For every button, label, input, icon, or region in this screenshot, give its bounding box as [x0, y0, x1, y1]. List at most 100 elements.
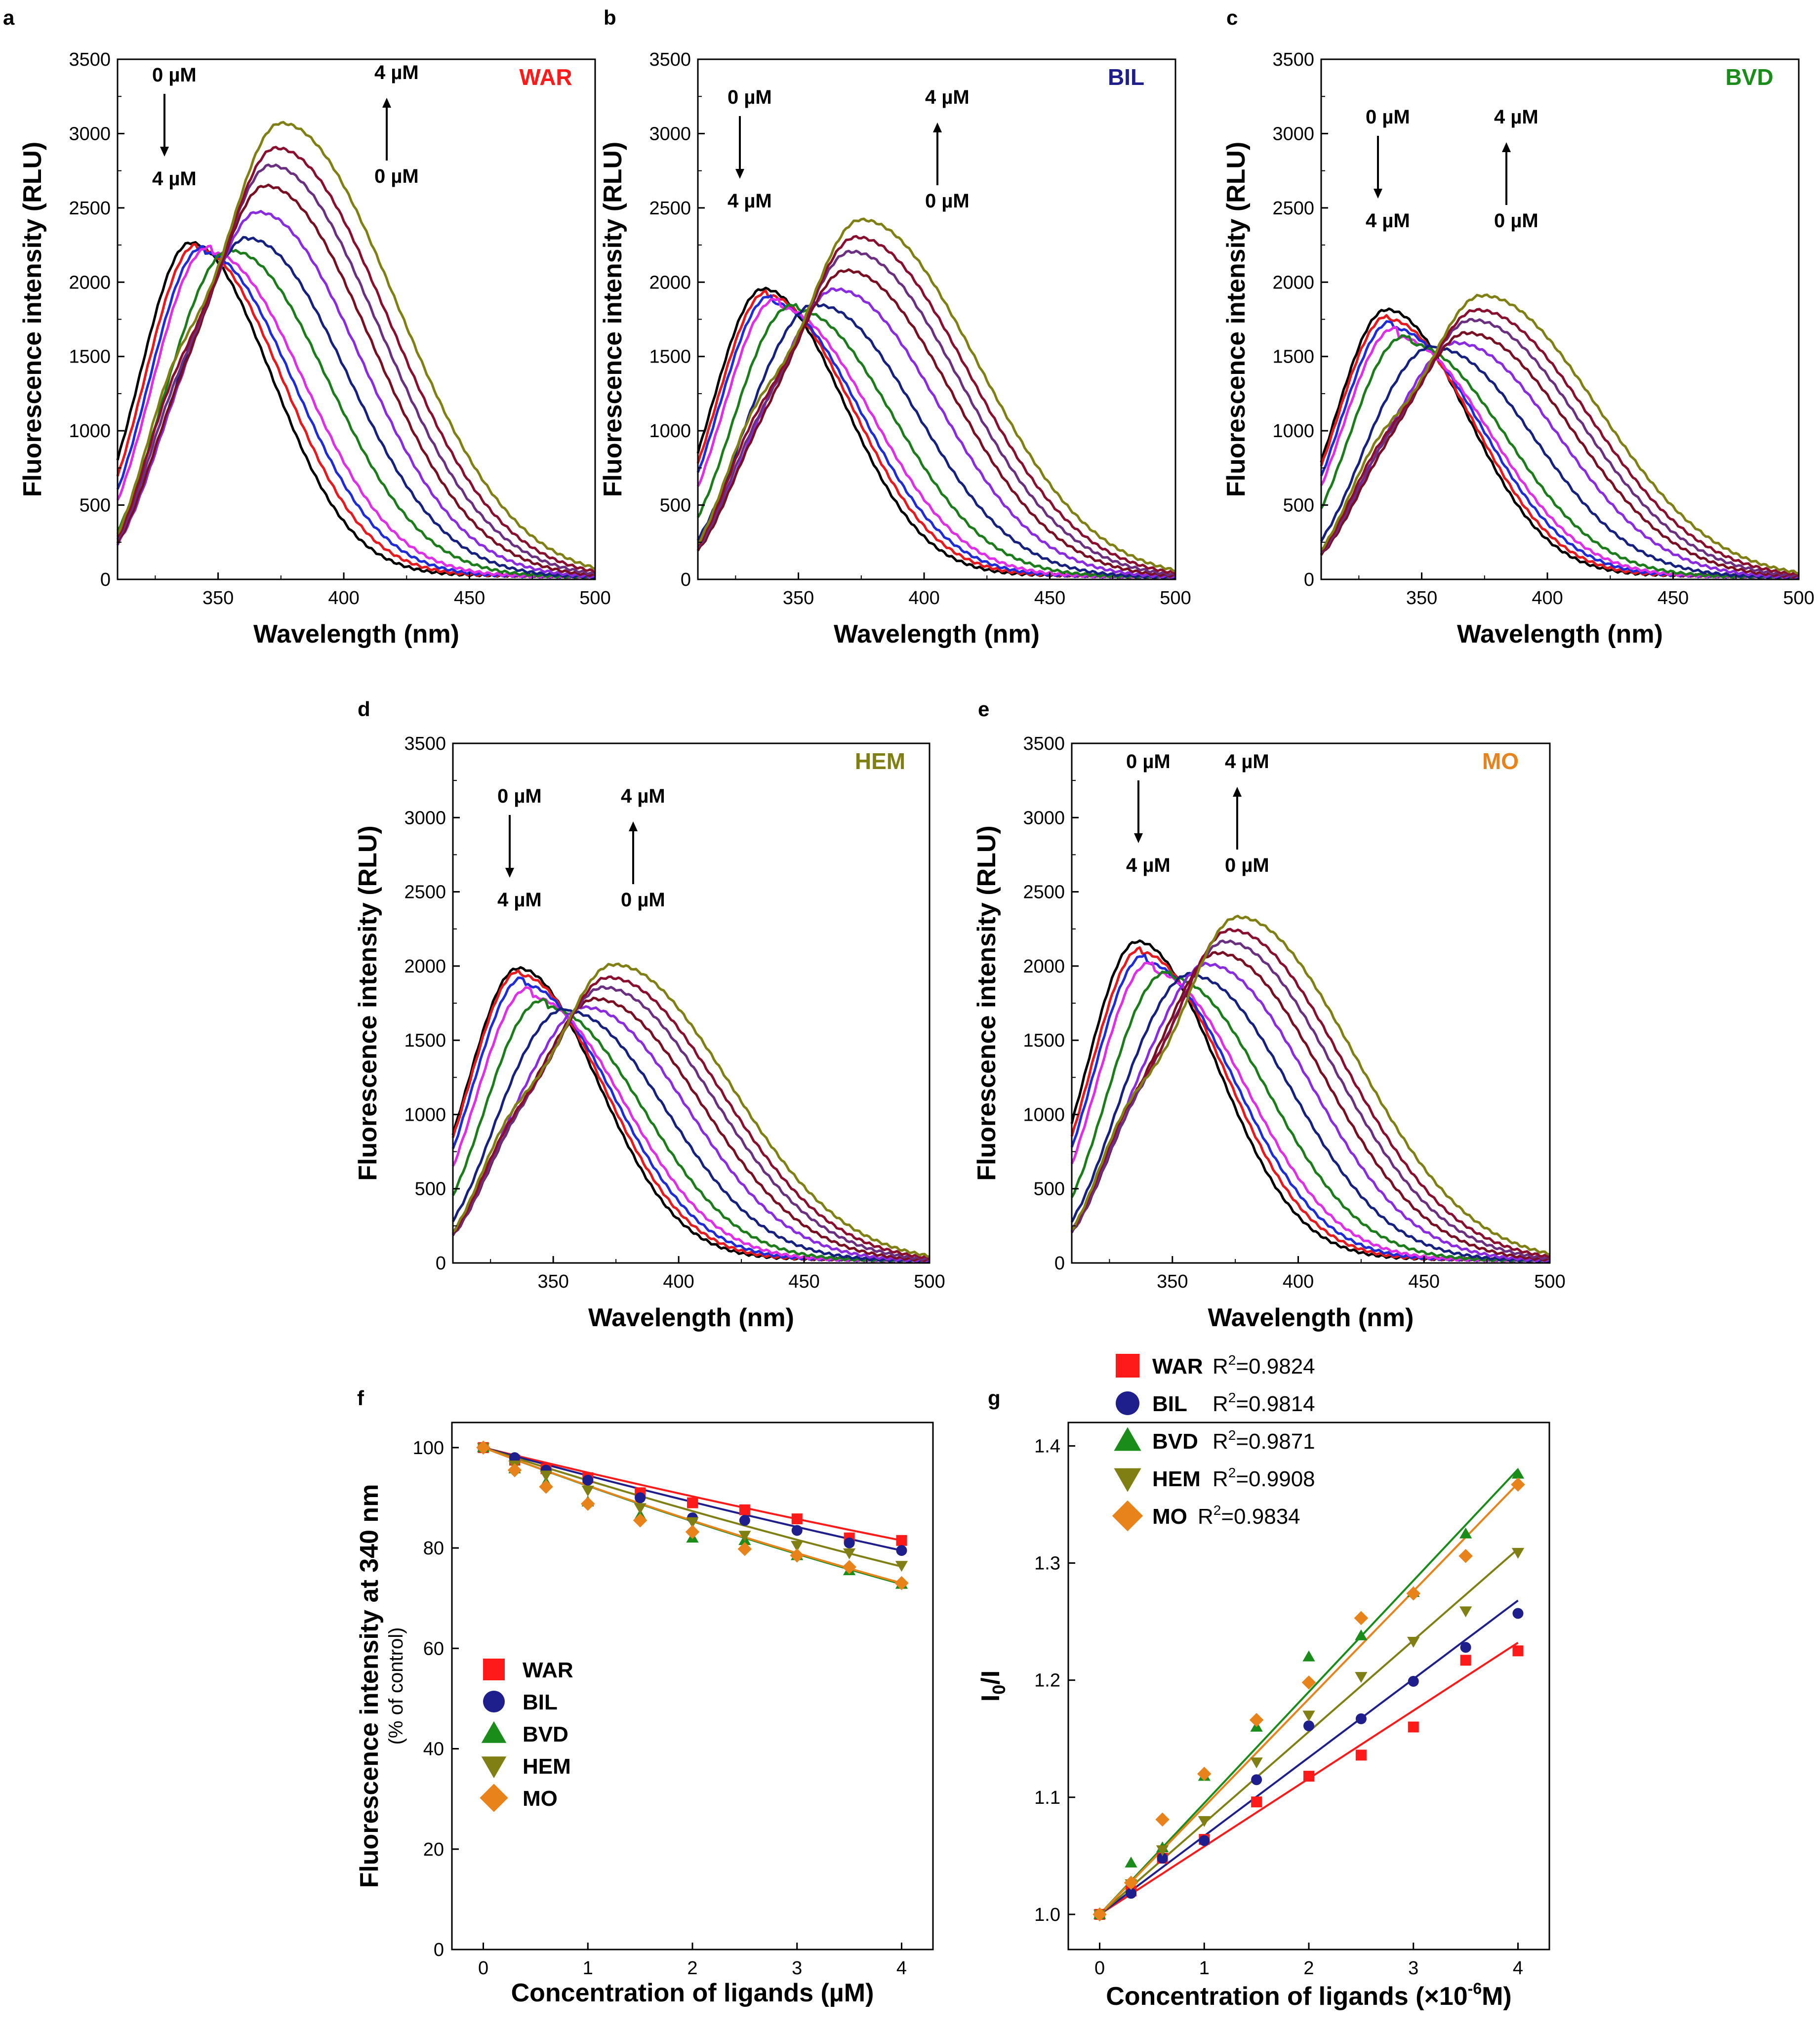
- ligand-name: WAR: [519, 64, 572, 90]
- spectrum-curve-7: [1320, 331, 1799, 579]
- x-tick-label: 1: [583, 1958, 593, 1979]
- spectrum-curve-10: [1320, 293, 1799, 575]
- spectrum-curve-9: [1071, 928, 1551, 1259]
- y-tick-label: 1.1: [1034, 1788, 1060, 1808]
- panel-label: f: [357, 1386, 364, 1410]
- x-axis-label: Wavelength (nm): [1457, 620, 1663, 649]
- data-point-mo: [790, 1548, 805, 1563]
- annotation-end: 4 µM: [497, 889, 542, 911]
- annotation-start: 4 µM: [621, 785, 665, 807]
- data-point-hem: [843, 1548, 856, 1559]
- legend-marker-bil: [483, 1691, 505, 1712]
- panel-f: 0 20 40 60 80 100 0 1 2 3 4 f Concentration of ligan…: [355, 1386, 934, 2007]
- legend-label: WAR: [1152, 1354, 1203, 1379]
- data-point-mo: [685, 1525, 700, 1539]
- y-tick-label: 20: [423, 1839, 444, 1860]
- data-point-bvd: [1459, 1527, 1472, 1539]
- r2-exponent: 2: [1228, 1390, 1236, 1405]
- x-axis-label: Wavelength (nm): [253, 620, 459, 649]
- x-axis-label-exponent: -6: [1468, 1980, 1482, 1997]
- y-axis-label: I0/I: [976, 1670, 1009, 1702]
- legend-label: MO: [523, 1787, 558, 1811]
- spectrum-curve-6: [1070, 962, 1551, 1263]
- spectrum-curve-7: [451, 996, 930, 1262]
- spectrum-curve-5: [451, 1007, 930, 1263]
- fit-line-hem: [1099, 1548, 1519, 1915]
- y-tick-label: 1.3: [1034, 1553, 1060, 1574]
- y-tick-label: 0: [436, 1253, 446, 1274]
- y-axis-label: Fluorescence intensity (RLU): [354, 825, 382, 1180]
- spectrum-curve-8: [1320, 318, 1800, 578]
- x-tick-label: 400: [663, 1271, 694, 1292]
- data-point-bil: [1512, 1608, 1524, 1619]
- y-axis-label: Fluorescence intensity (RLU): [599, 142, 627, 497]
- spectrum-curve-0: [1070, 939, 1550, 1262]
- r2-symbol: R: [1213, 1392, 1228, 1416]
- down-arrow-head: [735, 169, 744, 179]
- y-tick-label: 3000: [69, 123, 111, 144]
- y-tick-label: 2000: [404, 956, 446, 977]
- x-tick-label: 400: [328, 588, 359, 609]
- up-arrow-head: [382, 98, 391, 108]
- data-point-bvd: [1125, 1856, 1137, 1868]
- y-tick-label: 1.2: [1034, 1670, 1060, 1691]
- data-point-hem: [1407, 1637, 1420, 1648]
- y-tick-label: 100: [413, 1438, 444, 1459]
- data-point-mo: [842, 1560, 856, 1574]
- data-point-mo: [1354, 1611, 1369, 1626]
- annotation-start: 0 µM: [1126, 751, 1171, 772]
- legend-marker-war: [483, 1659, 505, 1680]
- data-point-mo: [1155, 1812, 1170, 1827]
- spectrum-curve-1: [1320, 314, 1799, 579]
- data-point-war: [739, 1504, 750, 1515]
- x-axis-label: Wavelength (nm): [834, 620, 1040, 649]
- r2-value: =0.9814: [1236, 1392, 1315, 1416]
- annotation-end: 4 µM: [1366, 210, 1410, 232]
- y-axis-label: Fluorescence intensity at 340 nm: [355, 1484, 384, 1888]
- data-point-hem: [895, 1561, 908, 1572]
- data-point-bil: [896, 1545, 907, 1556]
- legend-label: MO: [1152, 1504, 1187, 1529]
- panel-label: b: [604, 6, 616, 29]
- x-tick-label: 500: [1160, 588, 1191, 609]
- spectrum-curve-5: [1320, 344, 1800, 580]
- y-tick-label: 2000: [69, 272, 111, 293]
- data-point-bil: [1126, 1888, 1137, 1899]
- y-tick-label: 2000: [649, 272, 691, 293]
- r2-value: =0.9824: [1236, 1354, 1315, 1379]
- x-tick-label: 0: [478, 1958, 488, 1979]
- annotation-start: 4 µM: [925, 86, 970, 108]
- legend-marker-bil: [1116, 1391, 1139, 1415]
- spectrum-curve-9: [1320, 308, 1800, 577]
- annotation-start: 4 µM: [374, 62, 419, 83]
- x-axis-label: Concentration of ligands (µM): [511, 1979, 874, 2007]
- r2-symbol: R: [1213, 1467, 1228, 1491]
- up-arrow-head: [1502, 142, 1511, 152]
- y-tick-label: 3500: [1272, 49, 1314, 70]
- y-tick-label: 2000: [1023, 956, 1065, 977]
- spectrum-curve-9: [697, 235, 1176, 575]
- r2-exponent: 2: [1213, 1503, 1221, 1518]
- data-point-bil: [791, 1525, 803, 1536]
- data-point-bvd: [1302, 1650, 1315, 1662]
- x-tick-label: 3: [792, 1958, 802, 1979]
- data-point-mo: [1511, 1477, 1525, 1492]
- x-tick-label: 350: [1157, 1271, 1188, 1292]
- x-tick-label: 3: [1408, 1958, 1418, 1979]
- panel-label: c: [1226, 6, 1238, 29]
- y-tick-label: 3000: [1023, 808, 1065, 828]
- annotation-start: 0 µM: [497, 785, 542, 807]
- data-point-mo: [1092, 1907, 1107, 1922]
- data-point-bvd: [1355, 1629, 1368, 1640]
- y-tick-label: 500: [1034, 1179, 1065, 1200]
- y-tick-label: 80: [423, 1538, 444, 1559]
- data-point-mo: [1124, 1875, 1138, 1890]
- panel-label: d: [358, 697, 370, 721]
- y-tick-label: 3500: [649, 49, 691, 70]
- data-point-hem: [738, 1531, 751, 1542]
- y-tick-label: 3000: [1272, 123, 1314, 144]
- panel-label: e: [978, 697, 989, 721]
- data-point-bil: [1199, 1835, 1210, 1846]
- y-tick-label: 1.4: [1034, 1436, 1060, 1457]
- y-tick-label: 3500: [69, 49, 111, 70]
